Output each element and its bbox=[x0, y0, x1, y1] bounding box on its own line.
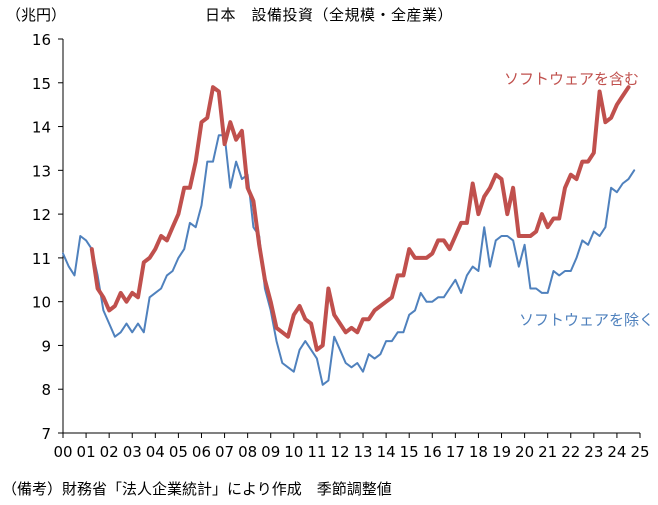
x-tick-label: 23 bbox=[584, 443, 603, 461]
x-tick-label: 00 bbox=[53, 443, 72, 461]
legend-label-with-software: ソフトウェアを含む bbox=[504, 70, 639, 88]
x-tick-label: 18 bbox=[469, 443, 488, 461]
x-tick-label: 10 bbox=[284, 443, 303, 461]
y-tick-label: 14 bbox=[32, 119, 51, 137]
x-tick-label: 22 bbox=[561, 443, 580, 461]
y-tick-label: 9 bbox=[41, 337, 51, 355]
source-note: （備考）財務省「法人企業統計」により作成 季節調整値 bbox=[2, 480, 392, 498]
y-tick-label: 10 bbox=[32, 294, 51, 312]
chart-title: 日本 設備投資（全規模・全産業） bbox=[204, 6, 453, 24]
plot-lines bbox=[62, 85, 636, 386]
x-tick-label: 05 bbox=[169, 443, 188, 461]
y-tick-label: 7 bbox=[41, 425, 51, 443]
x-tick-label: 06 bbox=[192, 443, 211, 461]
y-tick-label: 15 bbox=[32, 75, 51, 93]
x-tick-label: 16 bbox=[423, 443, 442, 461]
x-tick-label: 24 bbox=[607, 443, 626, 461]
x-tick-label: 11 bbox=[307, 443, 326, 461]
x-tick-label: 15 bbox=[400, 443, 419, 461]
y-tick-label: 13 bbox=[32, 162, 51, 180]
y-tick-label: 8 bbox=[41, 381, 51, 399]
x-tick-label: 13 bbox=[353, 443, 372, 461]
x-tick-label: 01 bbox=[77, 443, 96, 461]
x-tick-label: 07 bbox=[215, 443, 234, 461]
x-tick-label: 02 bbox=[100, 443, 119, 461]
x-tick-label: 04 bbox=[146, 443, 165, 461]
unit-label: （兆円） bbox=[6, 6, 67, 24]
y-axis: 7 8 9 10 11 12 13 14 15 16 bbox=[32, 31, 64, 443]
x-axis: 00 01 02 03 04 05 06 07 08 09 10 11 12 13 14 15 16 17 18 19… bbox=[53, 432, 650, 461]
x-tick-label: 17 bbox=[446, 443, 465, 461]
x-tick-label: 12 bbox=[330, 443, 349, 461]
y-tick-label: 16 bbox=[32, 31, 51, 49]
x-tick-label: 08 bbox=[238, 443, 257, 461]
y-tick-label: 11 bbox=[32, 250, 51, 268]
series-line-excluding-software bbox=[62, 134, 636, 386]
x-tick-label: 19 bbox=[492, 443, 511, 461]
x-tick-label: 09 bbox=[261, 443, 280, 461]
x-tick-label: 14 bbox=[377, 443, 396, 461]
legend-label-excluding-software: ソフトウェアを除く bbox=[519, 311, 654, 329]
series-line-with-software bbox=[89, 85, 631, 352]
x-tick-label: 21 bbox=[538, 443, 557, 461]
y-tick-label: 12 bbox=[32, 206, 51, 224]
x-tick-label: 25 bbox=[630, 443, 649, 461]
x-tick-label: 03 bbox=[123, 443, 142, 461]
x-tick-label: 20 bbox=[515, 443, 534, 461]
